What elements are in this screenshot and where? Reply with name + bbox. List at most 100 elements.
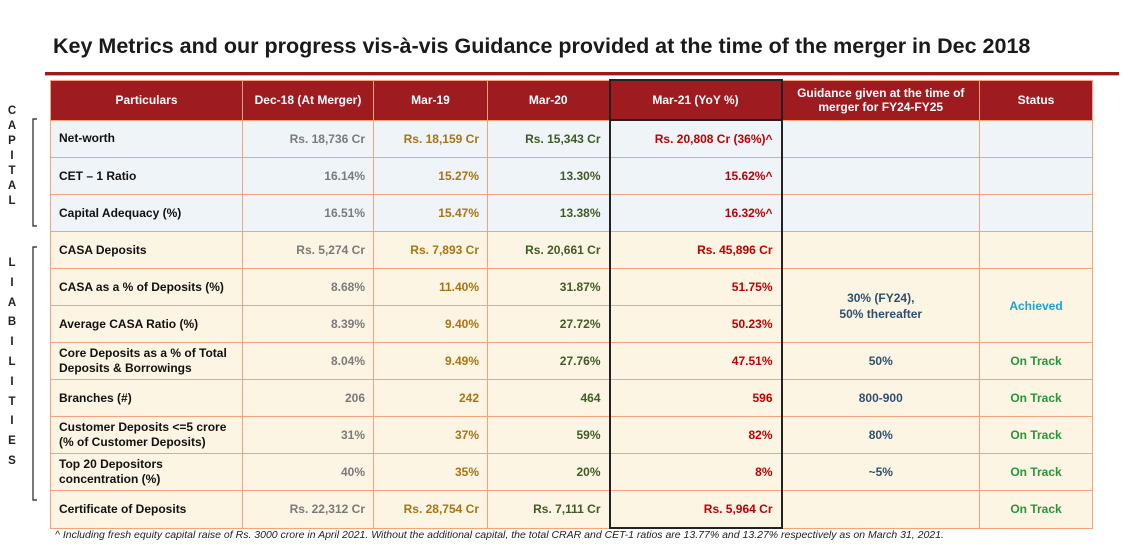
cell-guidance: 50% [781,342,980,380]
side-letter: T [8,165,16,177]
side-letter: T [8,395,16,408]
cell-dec18: 8.39% [242,305,374,343]
status-badge: On Track [979,342,1093,380]
status-badge: On Track [979,379,1093,417]
liabilities-side-label: L I A B I L I T I E S [5,254,19,472]
side-letter: I [10,375,14,388]
cell-mar19: 242 [373,379,488,417]
cell-guidance: ~5% [781,453,980,491]
status-badge: On Track [979,416,1093,454]
table-row: Customer Deposits <=5 crore (% of Custom… [50,416,1093,454]
side-letter: L [8,257,16,269]
cell-mar20: Rs. 7,111 Cr [487,490,610,529]
cell-mar19: 11.40% [373,268,488,306]
cell-mar19: 35% [373,453,488,491]
side-letter: B [7,316,17,329]
cell-mar21: 15.62%^ [608,157,783,195]
cell-mar20: 20% [487,453,610,491]
cell-mar20: Rs. 15,343 Cr [487,119,610,158]
cell-guidance [781,194,980,232]
header-status: Status [979,79,1093,121]
side-letter: A [7,296,17,309]
row-label: Average CASA Ratio (%) [50,305,243,343]
cell-dec18: 31% [242,416,374,454]
cell-mar20: 13.38% [487,194,610,232]
table-row: CASA Deposits Rs. 5,274 Cr Rs. 7,893 Cr … [50,231,1093,269]
metrics-table: Particulars Dec-18 (At Merger) Mar-19 Ma… [50,79,1093,529]
cell-mar21: 51.75% [608,268,783,306]
cell-mar19: Rs. 28,754 Cr [373,490,488,529]
cell-dec18: Rs. 18,736 Cr [242,119,374,158]
header-mar20: Mar-20 [487,79,610,121]
side-letter: A [7,180,17,192]
header-dec18: Dec-18 (At Merger) [242,79,374,121]
cell-mar19: 9.49% [373,342,488,380]
page-title: Key Metrics and our progress vis-à-vis G… [53,34,1031,58]
cell-dec18: 16.14% [242,157,374,195]
cell-mar21: 82% [608,416,783,454]
title-underline [45,72,1119,75]
row-label-line: Customer Deposits <=5 crore [59,420,227,434]
guidance-line: 30% (FY24), [847,290,915,305]
status-badge: Achieved [979,268,1093,343]
side-letter: P [8,135,16,147]
table-row: Capital Adequacy (%) 16.51% 15.47% 13.38… [50,194,1093,232]
header-guidance: Guidance given at the time of merger for… [781,79,980,121]
cell-guidance: 800-900 [781,379,980,417]
cell-mar19: 37% [373,416,488,454]
row-label-line: Top 20 Depositors [59,457,163,471]
title-underline-shadow [45,75,1119,76]
cell-mar21: Rs. 5,964 Cr [608,490,783,529]
cell-mar21: Rs. 45,896 Cr [608,231,783,269]
side-letter: I [10,415,14,428]
cell-mar20: 27.72% [487,305,610,343]
cell-mar19: 9.40% [373,305,488,343]
side-letter: S [8,454,16,467]
row-label: Branches (#) [50,379,243,417]
cell-dec18: 8.68% [242,268,374,306]
cell-status [979,194,1093,232]
cell-mar20: 59% [487,416,610,454]
side-letter: C [7,105,17,117]
row-label-line: Deposits & Borrowings [59,361,192,375]
cell-mar21: 16.32%^ [608,194,783,232]
cell-mar19: 15.47% [373,194,488,232]
table-row: Core Deposits as a % of Total Deposits &… [50,342,1093,380]
table-row: CASA as a % of Deposits (%) 8.68% 11.40%… [50,268,1093,343]
side-letter: L [8,195,16,207]
row-label: CASA Deposits [50,231,243,269]
row-label: Top 20 Depositors concentration (%) [50,453,243,491]
row-label: Core Deposits as a % of Total Deposits &… [50,342,243,380]
cell-mar19: Rs. 18,159 Cr [373,119,488,158]
cell-guidance [781,231,980,269]
table-row: CET – 1 Ratio 16.14% 15.27% 13.30% 15.62… [50,157,1093,195]
row-label-line: Core Deposits as a % of Total [59,346,227,360]
row-label: CET – 1 Ratio [50,157,243,195]
row-label: CASA as a % of Deposits (%) [50,268,243,306]
cell-mar21: Rs. 20,808 Cr (36%)^ [608,119,783,158]
cell-mar20: 27.76% [487,342,610,380]
side-letter: E [8,435,16,448]
cell-mar21: 8% [608,453,783,491]
row-label: Net-worth [50,119,243,158]
capital-bracket [32,118,37,227]
cell-dec18: 16.51% [242,194,374,232]
row-label: Capital Adequacy (%) [50,194,243,232]
footnote: ^ Including fresh equity capital raise o… [55,529,944,541]
guidance-line: 50% thereafter [839,306,923,321]
liabilities-bracket [32,246,37,501]
cell-mar21: 596 [608,379,783,417]
cell-dec18: Rs. 22,312 Cr [242,490,374,529]
cell-mar20: 464 [487,379,610,417]
cell-status [979,157,1093,195]
cell-dec18: 8.04% [242,342,374,380]
cell-dec18: 206 [242,379,374,417]
cell-guidance: 80% [781,416,980,454]
cell-mar19: Rs. 7,893 Cr [373,231,488,269]
cell-mar21: 50.23% [608,305,783,343]
side-letter: I [10,276,14,289]
side-letter: A [7,120,17,132]
cell-status [979,231,1093,269]
cell-dec18: Rs. 5,274 Cr [242,231,374,269]
side-letter: I [10,336,14,349]
